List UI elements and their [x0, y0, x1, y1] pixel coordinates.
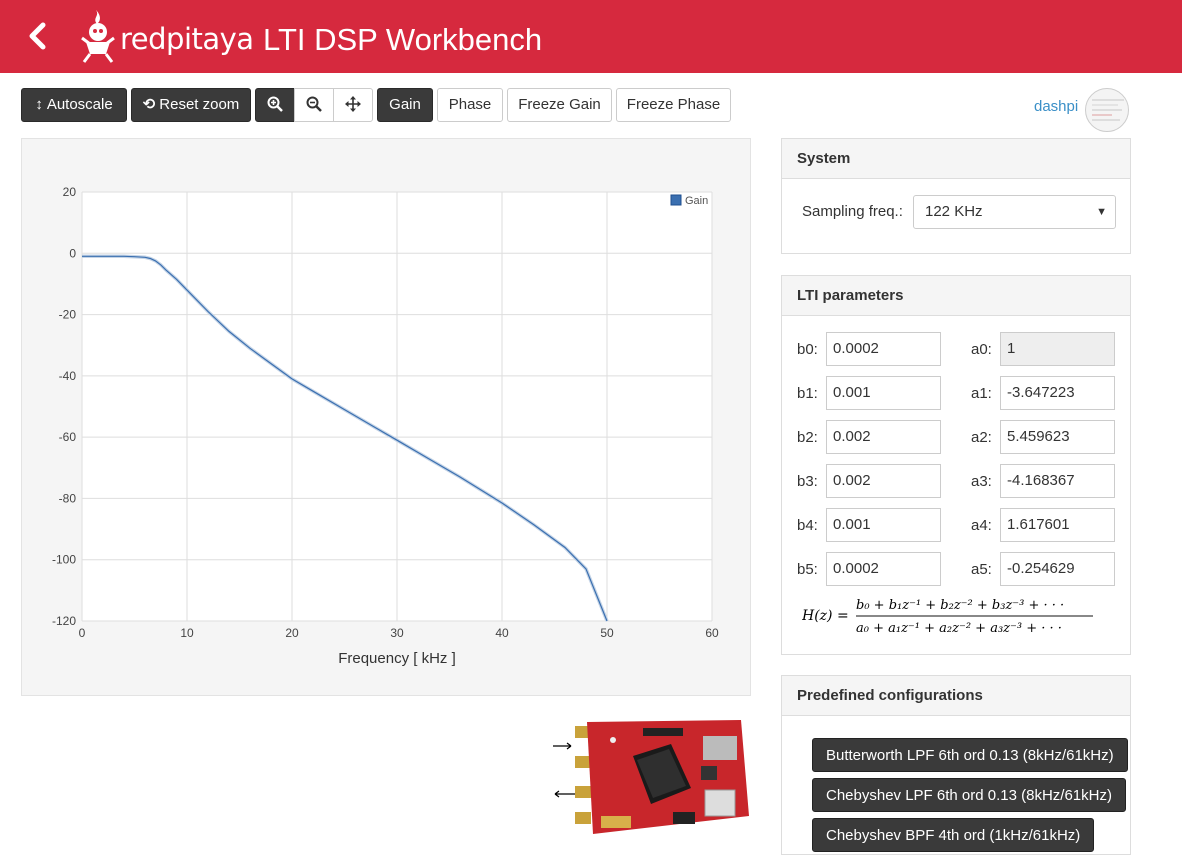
- coef-a2-label: a2:: [971, 429, 992, 446]
- zoom-out-icon: [306, 96, 322, 112]
- user-name-link[interactable]: dashpi: [1034, 98, 1079, 115]
- vertical-arrows-icon: ↕: [35, 96, 43, 113]
- legend-swatch: [670, 194, 682, 206]
- coef-b0-input[interactable]: 0.0002: [826, 332, 941, 366]
- autoscale-label: Autoscale: [46, 96, 113, 113]
- coef-b5-input[interactable]: 0.0002: [826, 552, 941, 586]
- coef-b4-label: b4:: [797, 517, 818, 534]
- coef-b3-input[interactable]: 0.002: [826, 464, 941, 498]
- red-pitaya-board-image: [553, 716, 751, 836]
- x-tick-label: 40: [495, 626, 509, 640]
- sampling-freq-select[interactable]: 122 KHz ▼: [913, 195, 1116, 229]
- predefined-config-button[interactable]: Chebyshev LPF 6th ord 0.13 (8kHz/61kHz): [812, 778, 1126, 812]
- coef-b3-label: b3:: [797, 473, 818, 490]
- x-tick-label: 20: [285, 626, 299, 640]
- coef-a1-label: a1:: [971, 385, 992, 402]
- y-tick-label: -60: [59, 430, 77, 444]
- avatar[interactable]: [1085, 88, 1129, 132]
- lti-panel-title: LTI parameters: [782, 276, 1130, 316]
- coef-b0-label: b0:: [797, 341, 818, 358]
- coef-a5-input[interactable]: -0.254629: [1000, 552, 1115, 586]
- svg-text:a₀ + a₁z⁻¹ + a₂z⁻² + a₃z⁻³ + ·: a₀ + a₁z⁻¹ + a₂z⁻² + a₃z⁻³ + · · ·: [856, 621, 1062, 636]
- transfer-function-equation: H(z) = b₀ + b₁z⁻¹ + b₂z⁻² + b₃z⁻³ + · · …: [801, 598, 1093, 636]
- x-tick-label: 10: [180, 626, 194, 640]
- x-tick-label: 50: [600, 626, 614, 640]
- bode-plot-panel[interactable]: 0 10 20 30 40 50 60 20 0 -20 -40 -60 -80 -100 -120 Freq…: [21, 138, 751, 696]
- zoom-out-button[interactable]: [294, 88, 334, 122]
- x-tick-label: 0: [79, 626, 86, 640]
- coef-b1-input[interactable]: 0.001: [826, 376, 941, 410]
- app-header: redpitaya LTI DSP Workbench: [0, 0, 1182, 73]
- sampling-freq-value: 122 KHz: [925, 203, 983, 220]
- coef-b2-label: b2:: [797, 429, 818, 446]
- caret-down-icon: ▼: [1096, 206, 1107, 218]
- coef-a4-label: a4:: [971, 517, 992, 534]
- coef-a0-input: 1: [1000, 332, 1115, 366]
- coef-a3-input[interactable]: -4.168367: [1000, 464, 1115, 498]
- coef-b2-input[interactable]: 0.002: [826, 420, 941, 454]
- redpitaya-logo: redpitaya: [76, 8, 254, 64]
- refresh-icon: ⟲: [142, 96, 156, 113]
- x-axis-label: Frequency [ kHz ]: [338, 650, 456, 667]
- predefined-configurations-panel: Predefined configurations Butterworth LP…: [781, 675, 1131, 855]
- brand-name: redpitaya: [120, 22, 254, 56]
- sampling-freq-label: Sampling freq.:: [802, 203, 903, 220]
- y-tick-label: -80: [59, 491, 77, 505]
- zoom-in-icon: [267, 96, 283, 112]
- coef-a1-input[interactable]: -3.647223: [1000, 376, 1115, 410]
- lti-parameters-panel: LTI parameters H(z) = b₀ + b₁z⁻¹ + b₂z⁻²…: [781, 275, 1131, 655]
- avatar-thumbnail-icon: [1092, 99, 1124, 121]
- y-tick-label: -100: [52, 553, 76, 567]
- y-tick-label: -40: [59, 369, 77, 383]
- coef-b5-label: b5:: [797, 561, 818, 578]
- move-icon: [345, 96, 361, 112]
- zoom-in-button[interactable]: [255, 88, 295, 122]
- coef-a3-label: a3:: [971, 473, 992, 490]
- freeze-phase-button[interactable]: Freeze Phase: [616, 88, 731, 122]
- predefined-panel-title: Predefined configurations: [782, 676, 1130, 716]
- coef-a0-label: a0:: [971, 341, 992, 358]
- phase-toggle-button[interactable]: Phase: [437, 88, 503, 122]
- gain-series-line[interactable]: [82, 255, 608, 622]
- system-panel: System Sampling freq.: 122 KHz ▼: [781, 138, 1131, 254]
- svg-text:b₀ + b₁z⁻¹ + b₂z⁻² + b₃z⁻³ + ·: b₀ + b₁z⁻¹ + b₂z⁻² + b₃z⁻³ + · · ·: [856, 598, 1064, 613]
- x-tick-label: 30: [390, 626, 404, 640]
- back-icon[interactable]: [24, 20, 54, 52]
- coef-b1-label: b1:: [797, 385, 818, 402]
- reset-zoom-button[interactable]: ⟲ Reset zoom: [131, 88, 251, 122]
- x-tick-label: 60: [705, 626, 719, 640]
- predefined-configurations-list: Butterworth LPF 6th ord 0.13 (8kHz/61kHz…: [782, 716, 1130, 856]
- transfer-function-formula: H(z) = b₀ + b₁z⁻¹ + b₂z⁻² + b₃z⁻³ + · · …: [801, 590, 1102, 640]
- predefined-config-button[interactable]: Chebyshev BPF 4th ord (1kHz/61kHz): [812, 818, 1095, 852]
- page-title: LTI DSP Workbench: [263, 22, 543, 57]
- y-tick-label: 0: [69, 246, 76, 260]
- y-tick-label: 20: [63, 185, 77, 199]
- coef-a5-label: a5:: [971, 561, 992, 578]
- svg-text:H(z) =: H(z) =: [802, 608, 849, 624]
- board-illustration: [553, 720, 749, 834]
- predefined-config-button[interactable]: Butterworth LPF 6th ord 0.13 (8kHz/61kHz…: [812, 738, 1128, 772]
- system-panel-title: System: [782, 139, 1130, 179]
- freeze-gain-button[interactable]: Freeze Gain: [507, 88, 612, 122]
- y-tick-label: -120: [52, 614, 76, 628]
- coef-a4-input[interactable]: 1.617601: [1000, 508, 1115, 542]
- pan-button[interactable]: [333, 88, 373, 122]
- redpitaya-mascot-icon: [81, 10, 115, 63]
- lti-coefficients-form: H(z) = b₀ + b₁z⁻¹ + b₂z⁻² + b₃z⁻³ + · · …: [782, 316, 1130, 654]
- gain-chart[interactable]: 0 10 20 30 40 50 60 20 0 -20 -40 -60 -80 -100 -120 Freq…: [22, 139, 752, 697]
- y-tick-label: -20: [59, 308, 77, 322]
- legend-label[interactable]: Gain: [685, 195, 708, 207]
- reset-zoom-label: Reset zoom: [159, 96, 240, 113]
- coef-b4-input[interactable]: 0.001: [826, 508, 941, 542]
- gain-toggle-button[interactable]: Gain: [377, 88, 433, 122]
- autoscale-button[interactable]: ↕ Autoscale: [21, 88, 127, 122]
- coef-a2-input[interactable]: 5.459623: [1000, 420, 1115, 454]
